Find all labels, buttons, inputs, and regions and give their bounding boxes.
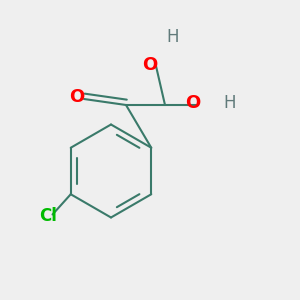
Text: O: O bbox=[142, 56, 157, 74]
Text: H: H bbox=[223, 94, 236, 112]
Text: O: O bbox=[185, 94, 200, 112]
Text: Cl: Cl bbox=[39, 207, 57, 225]
Text: H: H bbox=[166, 28, 179, 46]
Text: O: O bbox=[69, 88, 84, 106]
